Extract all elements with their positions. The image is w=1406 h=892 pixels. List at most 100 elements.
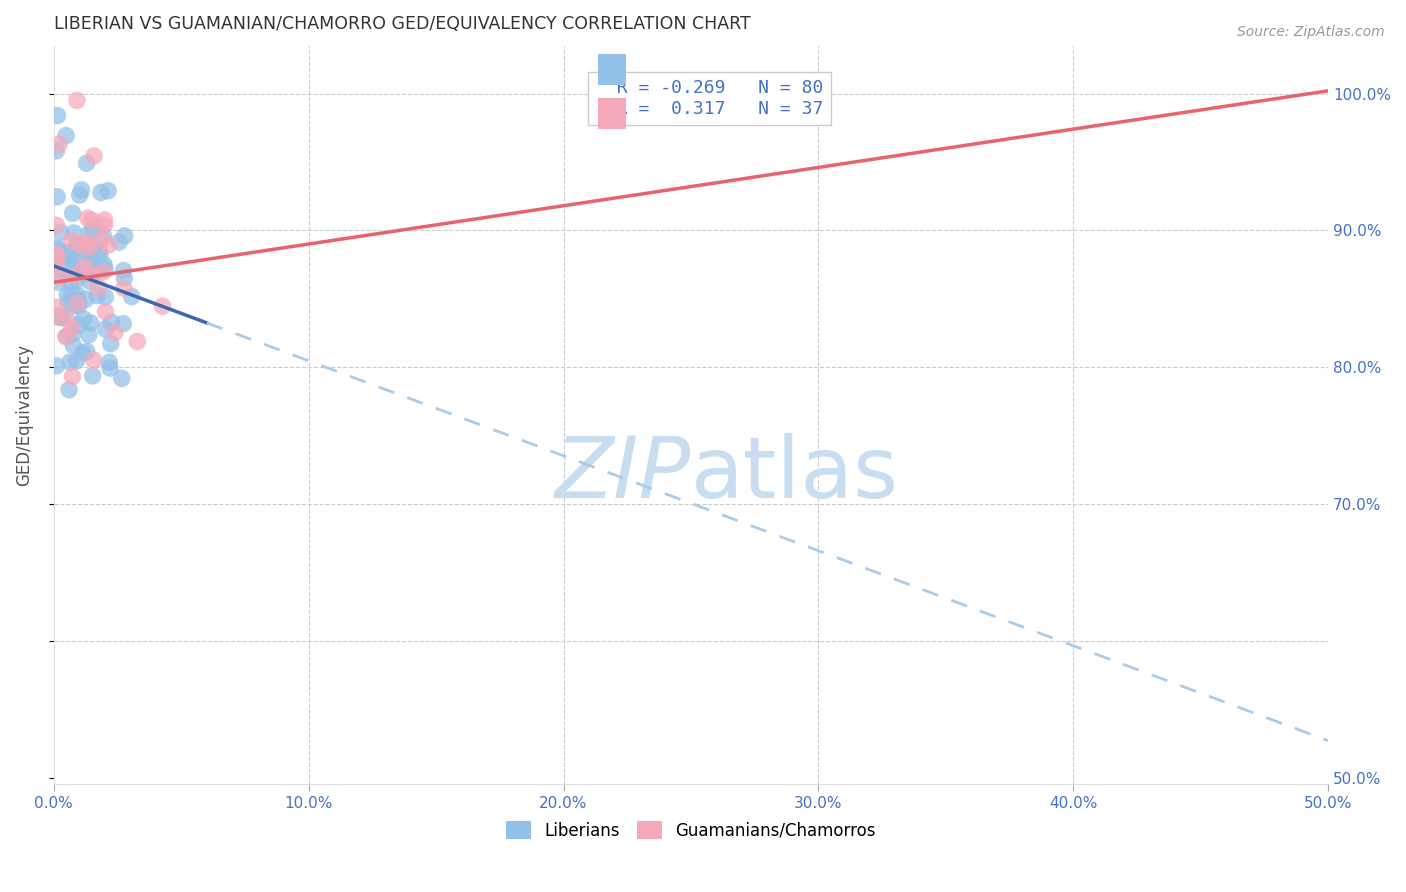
Point xyxy=(75,235,97,250)
Point xyxy=(79,226,101,240)
Point xyxy=(69,237,91,252)
Point xyxy=(90,233,112,247)
Point xyxy=(52,310,75,325)
Bar xyxy=(598,54,626,85)
Point xyxy=(152,299,174,313)
Point xyxy=(46,190,69,204)
Point xyxy=(98,361,121,376)
Point xyxy=(75,292,97,306)
Point xyxy=(55,311,77,326)
Point xyxy=(112,317,135,331)
Point xyxy=(97,184,120,198)
Point xyxy=(83,263,105,277)
Point xyxy=(66,238,89,252)
Point xyxy=(62,206,84,220)
Point xyxy=(76,156,98,170)
Text: LIBERIAN VS GUAMANIAN/CHAMORRO GED/EQUIVALENCY CORRELATION CHART: LIBERIAN VS GUAMANIAN/CHAMORRO GED/EQUIV… xyxy=(53,15,751,33)
Point xyxy=(93,265,115,279)
Point xyxy=(51,261,73,276)
Point xyxy=(60,233,83,247)
Point xyxy=(48,137,70,152)
Point xyxy=(114,229,136,244)
Point xyxy=(100,315,122,329)
Point xyxy=(62,260,84,274)
Point xyxy=(112,263,135,277)
Point xyxy=(62,326,84,341)
Point xyxy=(45,219,67,233)
Point xyxy=(94,305,117,319)
Point xyxy=(45,256,67,270)
Point xyxy=(45,300,67,314)
Point xyxy=(67,299,90,313)
Point xyxy=(76,211,98,226)
Point xyxy=(70,183,93,197)
Point xyxy=(83,258,105,272)
Point xyxy=(112,271,135,285)
Point xyxy=(45,248,67,262)
Point xyxy=(79,275,101,289)
Point xyxy=(80,213,103,227)
Point xyxy=(82,268,104,282)
Point xyxy=(97,238,120,252)
Point xyxy=(121,289,143,303)
Point xyxy=(76,344,98,359)
Point xyxy=(112,281,135,295)
Point xyxy=(59,355,82,369)
Point xyxy=(48,310,70,325)
Point xyxy=(82,257,104,271)
Point xyxy=(63,268,86,283)
Point xyxy=(80,268,103,282)
Point xyxy=(79,316,101,330)
Point xyxy=(94,262,117,277)
Point xyxy=(60,321,83,335)
Point xyxy=(76,246,98,260)
Point xyxy=(66,272,89,286)
Point xyxy=(79,240,101,254)
Point xyxy=(94,322,117,336)
Y-axis label: GED/Equivalency: GED/Equivalency xyxy=(15,344,32,486)
Point xyxy=(45,144,67,158)
Point xyxy=(77,327,100,342)
Legend: Liberians, Guamanians/Chamorros: Liberians, Guamanians/Chamorros xyxy=(499,814,883,847)
Point xyxy=(45,248,67,262)
Point xyxy=(49,226,72,240)
Point xyxy=(66,353,89,368)
Point xyxy=(56,288,79,302)
Point xyxy=(82,223,104,237)
Point xyxy=(67,318,90,332)
Point xyxy=(104,326,127,340)
Point xyxy=(70,247,93,261)
Point xyxy=(91,228,114,243)
Bar xyxy=(598,98,626,129)
Point xyxy=(63,262,86,277)
Point xyxy=(69,188,91,202)
Point xyxy=(49,270,72,285)
Point xyxy=(66,296,89,310)
Point xyxy=(56,329,79,343)
Point xyxy=(62,369,84,384)
Point xyxy=(45,248,67,262)
Text: R = -0.269   N = 80
  R =  0.317   N = 37: R = -0.269 N = 80 R = 0.317 N = 37 xyxy=(595,78,824,118)
Point xyxy=(87,244,110,258)
Point xyxy=(56,295,79,310)
Point xyxy=(87,281,110,295)
Point xyxy=(83,353,105,368)
Point xyxy=(127,334,149,349)
Point xyxy=(83,242,105,256)
Text: atlas: atlas xyxy=(690,433,898,516)
Point xyxy=(67,294,90,309)
Point xyxy=(73,267,96,281)
Point xyxy=(45,241,67,255)
Point xyxy=(63,226,86,240)
Point xyxy=(65,287,87,301)
Point xyxy=(48,276,70,290)
Point xyxy=(93,213,115,227)
Point xyxy=(111,371,134,385)
Point xyxy=(60,285,83,300)
Text: ZIP: ZIP xyxy=(555,433,690,516)
Point xyxy=(45,309,67,323)
Point xyxy=(45,248,67,262)
Point xyxy=(48,243,70,257)
Point xyxy=(98,355,121,369)
Point xyxy=(72,311,94,326)
